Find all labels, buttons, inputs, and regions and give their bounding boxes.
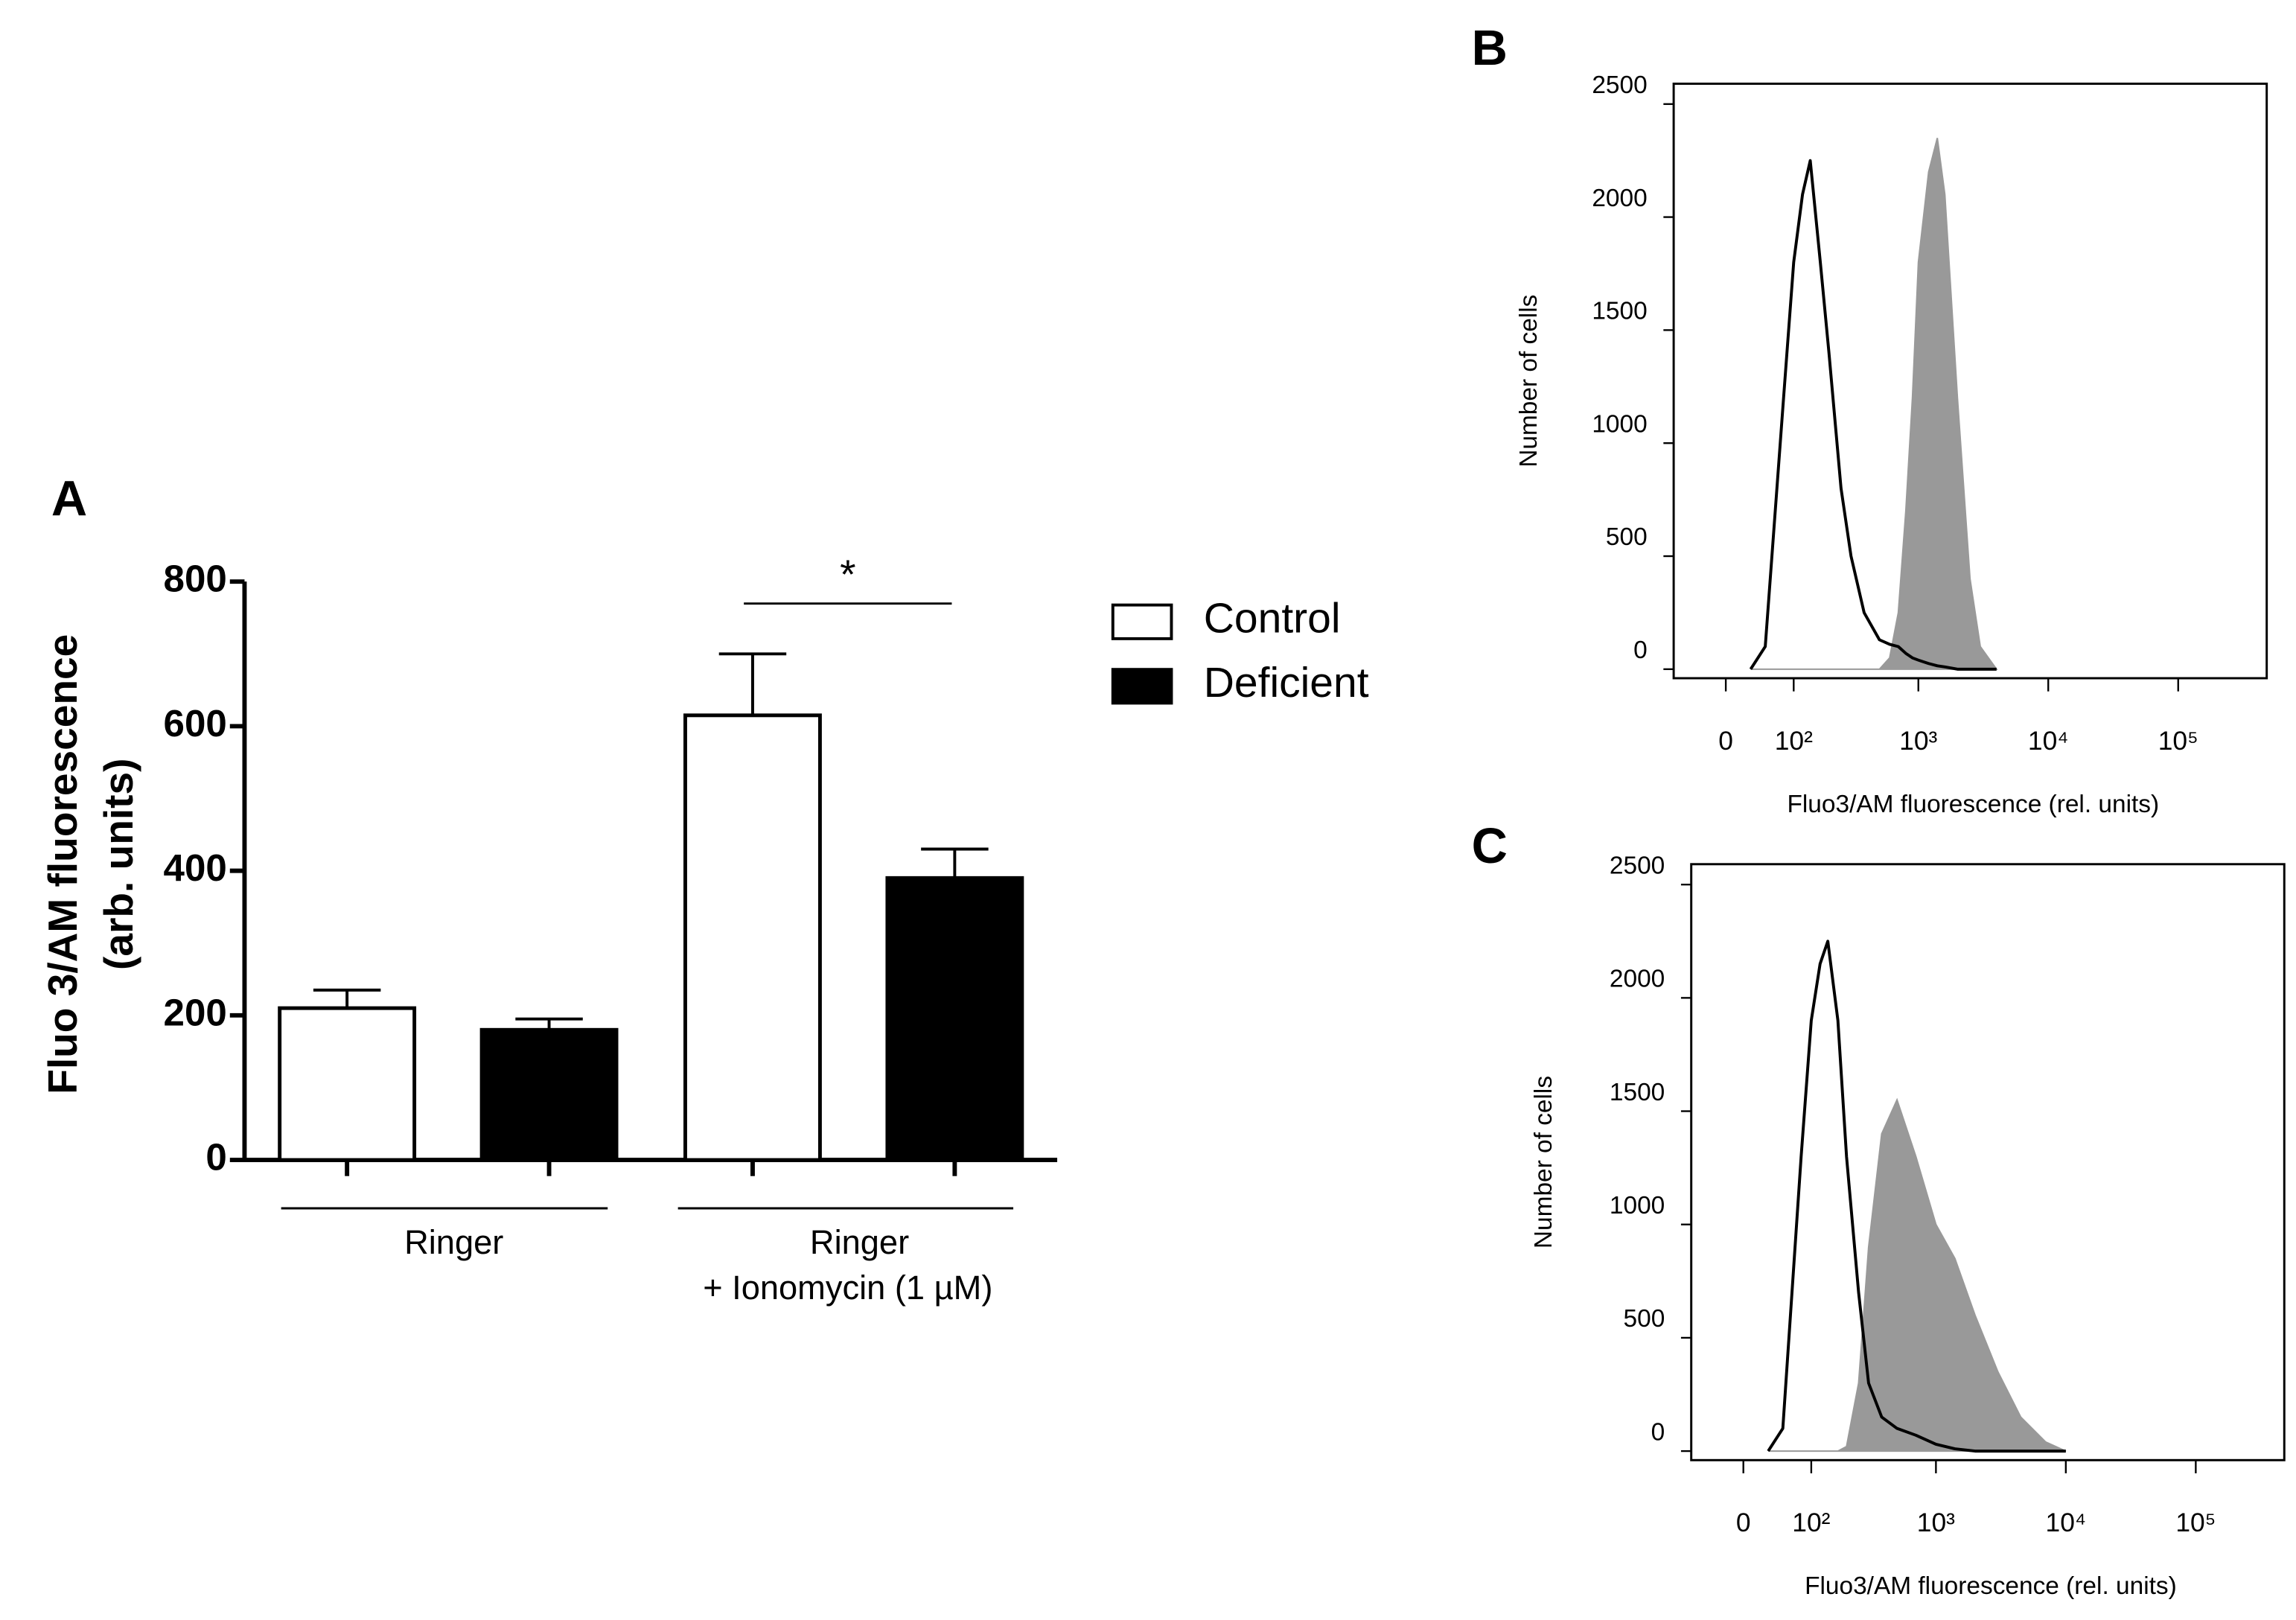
y-tick-label: 1000 (1592, 410, 1647, 438)
x-tick-label: 0 (1718, 726, 1733, 756)
y-tick-label: 2000 (1610, 966, 1665, 993)
y-tick-label: 500 (1624, 1305, 1665, 1333)
y-axis-label: Number of cells (1515, 295, 1543, 468)
legend-swatch (1111, 668, 1173, 705)
x-tick-label: Ringer (810, 1223, 909, 1261)
legend-swatch (1111, 603, 1173, 640)
y-tick-label: 2000 (1592, 185, 1647, 212)
panel-label: C (1472, 818, 1508, 874)
x-tick-label: 10⁵ (2175, 1508, 2216, 1537)
x-tick-label: 10⁴ (2046, 1508, 2087, 1537)
panel-label: B (1472, 20, 1508, 76)
y-tick-label: 200 (164, 991, 227, 1033)
bar (479, 1027, 619, 1162)
histogram-area (1768, 1097, 2067, 1452)
bar (885, 876, 1024, 1162)
panel-label: A (51, 471, 87, 527)
x-axis-label: Fluo3/AM fluorescence (rel. units) (1805, 1572, 2177, 1600)
y-tick-label: 400 (164, 846, 227, 889)
y-tick-label: 0 (1633, 637, 1648, 664)
x-tick-label: 10⁵ (2158, 726, 2198, 756)
y-tick-label: 1500 (1610, 1079, 1665, 1106)
plot-frame (1690, 863, 2286, 1461)
y-tick-label: 600 (164, 702, 227, 744)
legend-label: Control (1204, 594, 1341, 642)
legend-label: Deficient (1204, 659, 1369, 707)
x-axis-label: Fluo3/AM fluorescence (rel. units) (1787, 791, 2159, 818)
x-tick-label: 0 (1736, 1508, 1751, 1537)
x-tick-label: 10³ (1917, 1508, 1955, 1537)
y-tick-label: 2500 (1592, 71, 1647, 99)
y-tick-label: 2500 (1610, 852, 1665, 879)
y-tick-label: 0 (205, 1136, 226, 1179)
histogram-area (1750, 138, 1998, 670)
bar (278, 1006, 417, 1162)
significance-star: * (840, 551, 855, 597)
y-tick-label: 500 (1606, 523, 1648, 551)
condition-label: + Ionomycin (1 µM) (703, 1269, 992, 1307)
y-tick-label: 1000 (1610, 1192, 1665, 1219)
y-axis-label: Number of cells (1530, 1076, 1557, 1249)
y-axis-label: Fluo 3/AM fluorescence (39, 634, 86, 1094)
plot-frame (1672, 82, 2268, 680)
x-tick-label: 10² (1775, 726, 1813, 756)
y-axis-label: (arb. units) (95, 759, 141, 970)
x-tick-label: 10⁴ (2028, 726, 2069, 756)
y-tick-label: 0 (1651, 1418, 1665, 1446)
histogram-line (1767, 940, 2066, 1453)
y-tick-label: 800 (164, 558, 227, 600)
x-tick-label: Ringer (404, 1223, 503, 1261)
x-tick-label: 10² (1792, 1508, 1830, 1537)
histogram-line (1749, 159, 1997, 671)
x-tick-label: 10³ (1899, 726, 1937, 756)
bar (683, 713, 822, 1162)
y-tick-label: 1500 (1592, 298, 1647, 325)
